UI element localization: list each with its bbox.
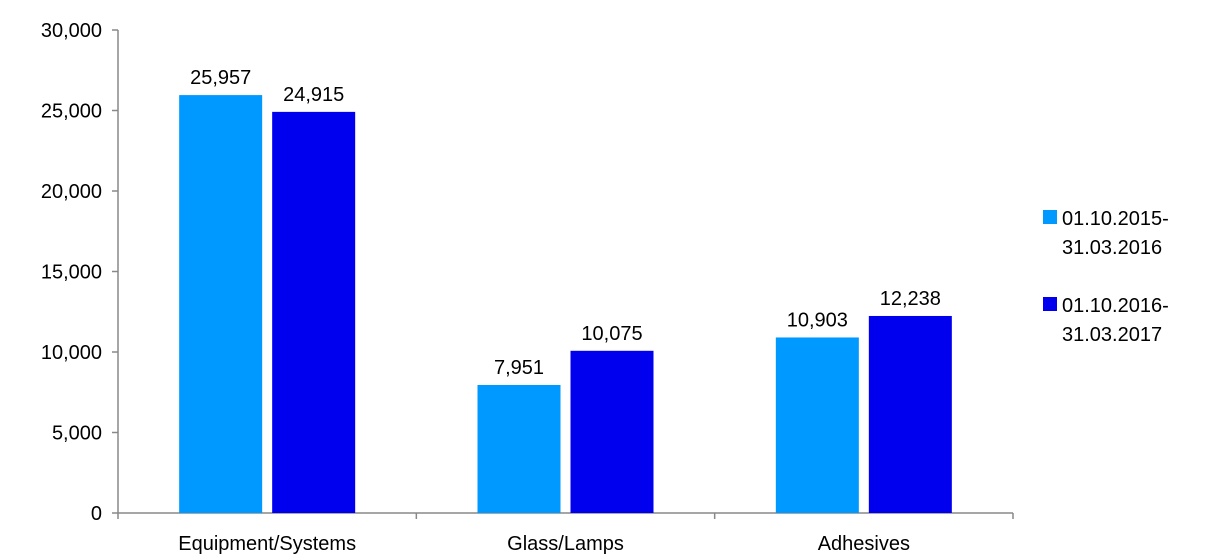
x-category-label: Glass/Lamps bbox=[507, 533, 624, 555]
bar bbox=[775, 337, 859, 513]
data-label: 12,238 bbox=[880, 288, 941, 310]
bar bbox=[570, 350, 654, 513]
bar bbox=[477, 384, 561, 513]
legend-label: 31.03.2016 bbox=[1062, 237, 1162, 259]
y-tick-label: 10,000 bbox=[41, 342, 102, 364]
y-tick-label: 25,000 bbox=[41, 101, 102, 123]
bar bbox=[179, 95, 263, 514]
data-label: 7,951 bbox=[494, 357, 544, 379]
legend: 01.10.2015- 31.03.2016 01.10.2016- 31.03.20… bbox=[1043, 208, 1169, 346]
axes: 0 5,000 10,000 15,000 20,000 25,000 30,000 Equi… bbox=[41, 20, 1014, 555]
y-tick-label: 20,000 bbox=[41, 181, 102, 203]
y-tick-label: 0 bbox=[91, 503, 102, 525]
data-label: 24,915 bbox=[283, 84, 344, 106]
y-tick-label: 30,000 bbox=[41, 20, 102, 42]
legend-swatch bbox=[1043, 297, 1057, 311]
legend-label: 31.03.2017 bbox=[1062, 324, 1162, 346]
y-tick-label: 15,000 bbox=[41, 262, 102, 284]
data-label: 10,903 bbox=[787, 309, 848, 331]
x-category-label: Equipment/Systems bbox=[178, 533, 356, 555]
data-label: 25,957 bbox=[190, 67, 251, 89]
data-label: 10,075 bbox=[581, 323, 642, 345]
bar bbox=[868, 315, 952, 513]
x-category-label: Adhesives bbox=[818, 533, 910, 555]
bar bbox=[272, 111, 356, 513]
legend-swatch bbox=[1043, 210, 1057, 224]
y-tick-label: 5,000 bbox=[52, 423, 102, 445]
legend-label: 01.10.2015- bbox=[1062, 208, 1169, 230]
legend-label: 01.10.2016- bbox=[1062, 295, 1169, 317]
bars: 25,957 24,915 7,951 10,075 10,903 12,238 bbox=[179, 67, 952, 514]
